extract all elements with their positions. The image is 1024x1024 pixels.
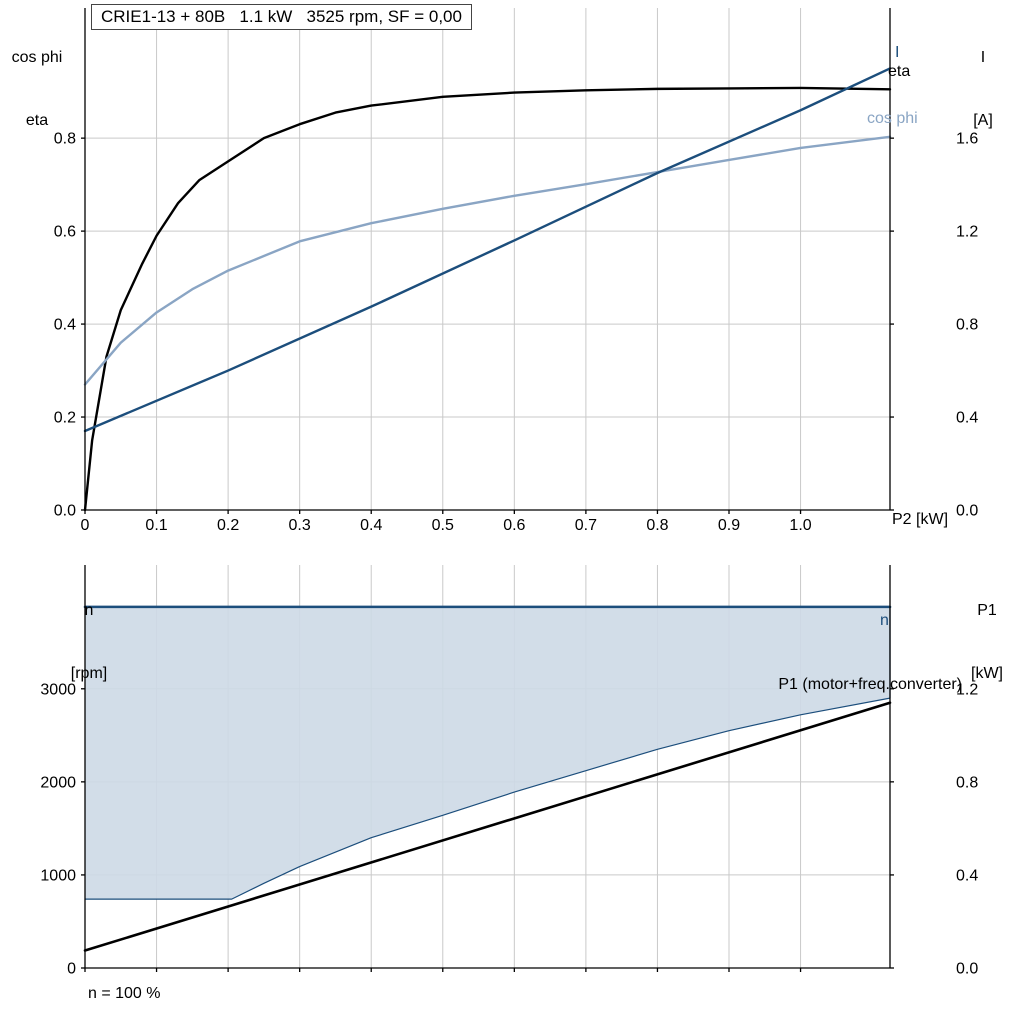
pump-title-box: CRIE1-13 + 80B 1.1 kW 3525 rpm, SF = 0,0… — [91, 4, 472, 30]
axis-label-p1-unit: [kW] — [971, 665, 1003, 682]
axis-label-current: I — [980, 49, 986, 66]
series-n-lower-limit — [84, 606, 891, 900]
tick-label: 0 — [81, 517, 90, 534]
tick-label: 1.2 — [956, 681, 978, 698]
axis-label-eta: eta — [25, 112, 49, 129]
tick-label: 1000 — [40, 867, 76, 884]
axis-label-cos-phi: cos phi — [11, 49, 63, 66]
tick-label: 1.2 — [956, 224, 978, 241]
tick-label: 2000 — [40, 774, 76, 791]
footnote-n-100: n = 100 % — [88, 985, 161, 1002]
top-left-axis-label: cos phi eta — [4, 5, 70, 173]
curve-label-cos-phi: cos phi — [867, 110, 918, 127]
tick-label: 0.9 — [718, 517, 740, 534]
tick-label: 0.8 — [646, 517, 668, 534]
tick-label: 1.6 — [956, 131, 978, 148]
curve-label-n: n — [880, 612, 889, 629]
tick-label: 1.0 — [789, 517, 811, 534]
series-cos-phi — [83, 135, 892, 386]
axis-label-p1: P1 — [977, 602, 997, 619]
series-i — [83, 67, 892, 433]
top-chart-motor-curves: 0 0.1 0.2 0.3 0.4 0.5 0.6 0.7 0.8 0.9 1.0 0.0 0.2 0.4… — [54, 8, 978, 534]
tick-label: 0.6 — [54, 224, 76, 241]
tick-label: 0 — [67, 961, 76, 978]
series-eta — [83, 86, 892, 512]
curve-label-p1: P1 (motor+freq.converter) — [778, 676, 962, 693]
tick-label: 0.5 — [432, 517, 454, 534]
tick-label: 0.1 — [145, 517, 167, 534]
tick-label: 3000 — [40, 681, 76, 698]
bottom-chart-speed-power: 0 1000 2000 3000 0.0 0.4 0.8 1.2 — [40, 565, 978, 978]
x-axis-label-p2: P2 [kW] — [892, 511, 949, 528]
tick-label: 0.8 — [956, 774, 978, 791]
axis-label-current-unit: [A] — [973, 112, 993, 129]
tick-label: 0.8 — [956, 317, 978, 334]
tick-label: 0.4 — [360, 517, 382, 534]
tick-label: 0.2 — [217, 517, 239, 534]
curve-label-eta: eta — [888, 63, 911, 80]
axis-label-speed: n — [84, 602, 94, 619]
tick-label: 0.0 — [956, 961, 978, 978]
series-p1-(motor+freq.converter) — [83, 701, 892, 952]
tick-label: 0.0 — [956, 503, 978, 520]
tick-label: 0.4 — [54, 317, 76, 334]
curve-label-current: I — [895, 44, 900, 61]
axis-label-speed-unit: [rpm] — [70, 665, 108, 682]
tick-label: 0.6 — [503, 517, 525, 534]
bottom-left-axis-label: n [rpm] — [56, 558, 122, 726]
bottom-right-axis-label: P1 [kW] — [952, 558, 1022, 726]
tick-label: 0.4 — [956, 867, 978, 884]
speed-range-fill — [85, 606, 890, 900]
top-right-axis-label: I [A] — [950, 5, 1016, 173]
tick-label: 0.7 — [575, 517, 597, 534]
tick-label: 0.3 — [289, 517, 311, 534]
tick-label: 0.4 — [956, 410, 978, 427]
tick-label: 0.0 — [54, 503, 76, 520]
tick-label: 0.8 — [54, 131, 76, 148]
tick-label: 0.2 — [54, 410, 76, 427]
